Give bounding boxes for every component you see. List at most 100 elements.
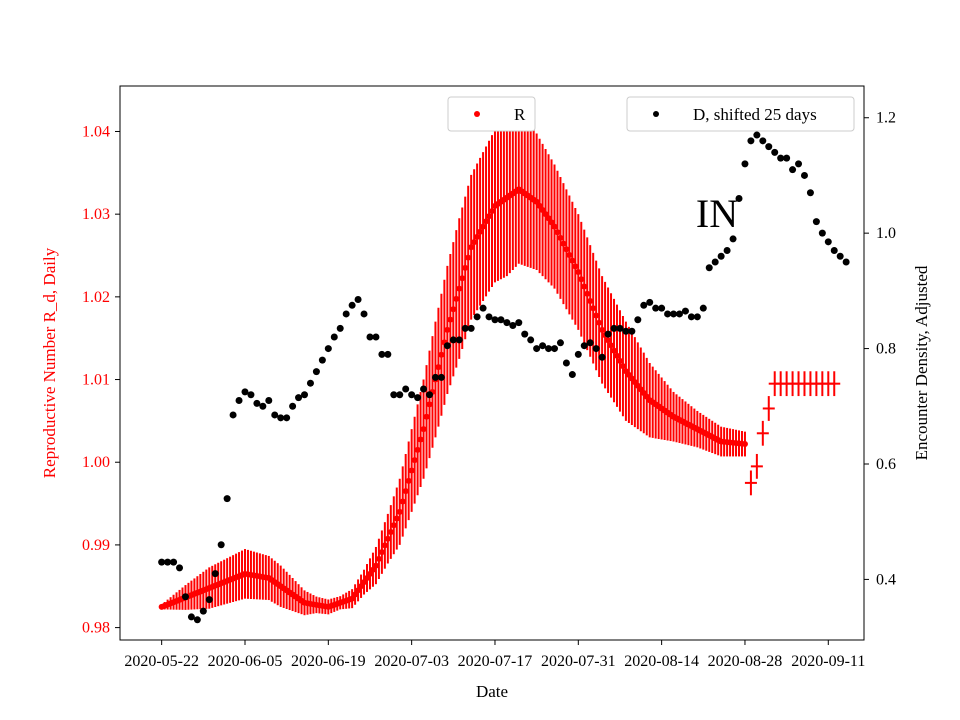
d-point [747,137,755,145]
r-point [619,363,626,370]
d-point [396,391,404,399]
d-point [199,607,207,615]
d-point [586,339,594,347]
d-point [753,131,761,139]
r-point [551,223,558,230]
d-point [812,218,820,226]
d-point [622,327,630,335]
r-point [372,562,379,569]
d-point [634,316,642,324]
d-point [521,330,529,338]
y-left-tick-label: 1.01 [82,372,110,389]
d-point [580,342,588,350]
d-point [211,570,219,578]
legend-d: D, shifted 25 days [626,96,855,132]
r-point [474,233,481,240]
x-axis-label: Date [476,682,508,701]
x-tick-label: 2020-09-11 [791,653,865,670]
d-point [384,350,392,358]
d-point [461,324,469,332]
y-left-tick-label: 1.02 [82,289,110,306]
d-point [806,189,814,197]
r-point [575,269,582,276]
d-point [818,229,826,237]
d-point [223,495,231,503]
y-left-tick-label: 1.00 [82,454,110,471]
d-point [449,336,457,344]
r-point [548,219,555,226]
r-point [435,364,442,371]
r-point [408,467,415,474]
r-point [584,290,591,297]
d-point [455,336,463,344]
d-point [759,137,767,145]
d-point [699,304,707,312]
r-point [393,515,400,522]
r-point [483,218,490,225]
x-tick-label: 2020-05-22 [124,653,199,670]
d-point [301,391,309,399]
d-point [592,345,600,353]
d-point [598,353,606,361]
d-point [628,327,636,335]
r-point [554,229,561,236]
r-point [486,213,493,220]
d-point [295,394,303,402]
r-point [450,306,457,313]
d-point [539,342,547,350]
d-point [795,160,803,168]
y-right-axis-label: Encounter Density, Adjusted [912,265,931,460]
d-point [265,397,273,405]
y-right-tick-label: 1.0 [876,225,896,242]
d-point [604,330,612,338]
d-point [771,148,779,156]
d-point [765,143,773,151]
d-point [324,345,332,353]
legend-r: R [447,96,536,132]
d-point [235,397,243,405]
r-point [536,202,543,209]
x-tick-label: 2020-08-28 [708,653,783,670]
r-point [381,542,388,549]
legend-r-marker [474,111,480,117]
d-point [497,316,505,324]
x-tick-label: 2020-07-03 [374,653,449,670]
r-point [349,595,356,602]
x-tick-label: 2020-07-31 [541,653,616,670]
r-point [578,276,585,283]
d-point [717,252,725,260]
d-point [568,371,576,379]
d-point [437,373,445,381]
d-point [670,310,678,318]
d-point [479,304,487,312]
d-point [330,333,338,341]
r-point [539,207,546,214]
r-point [465,254,472,261]
r-point [569,257,576,264]
d-point [283,414,291,422]
d-point [164,558,172,566]
r-point [557,234,564,241]
d-point [271,411,279,419]
d-point [229,411,237,419]
r-point [405,477,412,484]
d-point [556,339,564,347]
r-point [402,488,409,495]
d-point [830,246,838,254]
d-point [491,316,499,324]
d-point [705,264,713,272]
d-point [158,558,166,566]
d-point [777,154,785,162]
r-point [613,352,620,359]
d-point [574,350,582,358]
r-point [468,244,475,251]
r-point [489,208,495,215]
r-point [459,275,466,282]
d-point [420,385,428,393]
d-point [473,313,481,321]
r-point [456,285,463,292]
legend-d-box [626,96,855,132]
r-point [378,549,385,556]
d-point [408,391,416,399]
